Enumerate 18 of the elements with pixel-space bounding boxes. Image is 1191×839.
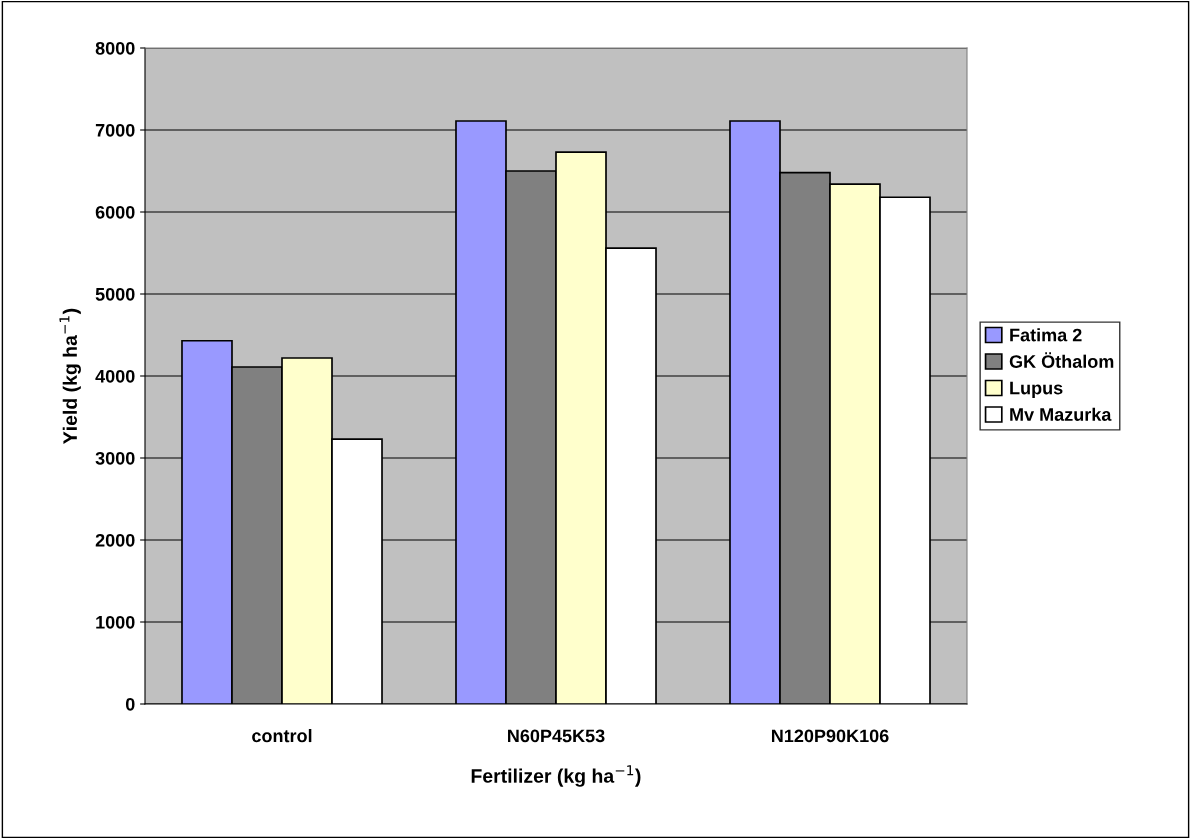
y-tick-label: 3000 [95,451,135,465]
legend-label: Mv Mazurka [1010,407,1112,421]
y-axis-title: Yield (kg ha$^{−1}$) [59,308,81,444]
y-tick-label: 1000 [96,615,135,629]
y-tick-label: 0 [125,697,135,711]
legend-label: GK Öthalom [1009,352,1114,368]
y-tick-label: 5000 [95,287,135,301]
y-tick-label: 2000 [95,533,135,547]
y-tick-label: 6000 [95,205,135,219]
legend-label: Lupus [1010,381,1063,398]
y-tick-label: 8000 [95,41,135,55]
y-tick-label: 4000 [95,369,135,383]
x-tick-label: N120P90K106 [771,729,889,743]
legend-label: Fatima 2 [1010,328,1082,342]
x-axis-title: Fertilizer (kg ha$^{−1}$) [471,765,641,787]
y-tick-label: 7000 [95,123,135,137]
x-tick-label: N60P45K53 [508,729,605,743]
x-tick-label: control [252,729,312,743]
